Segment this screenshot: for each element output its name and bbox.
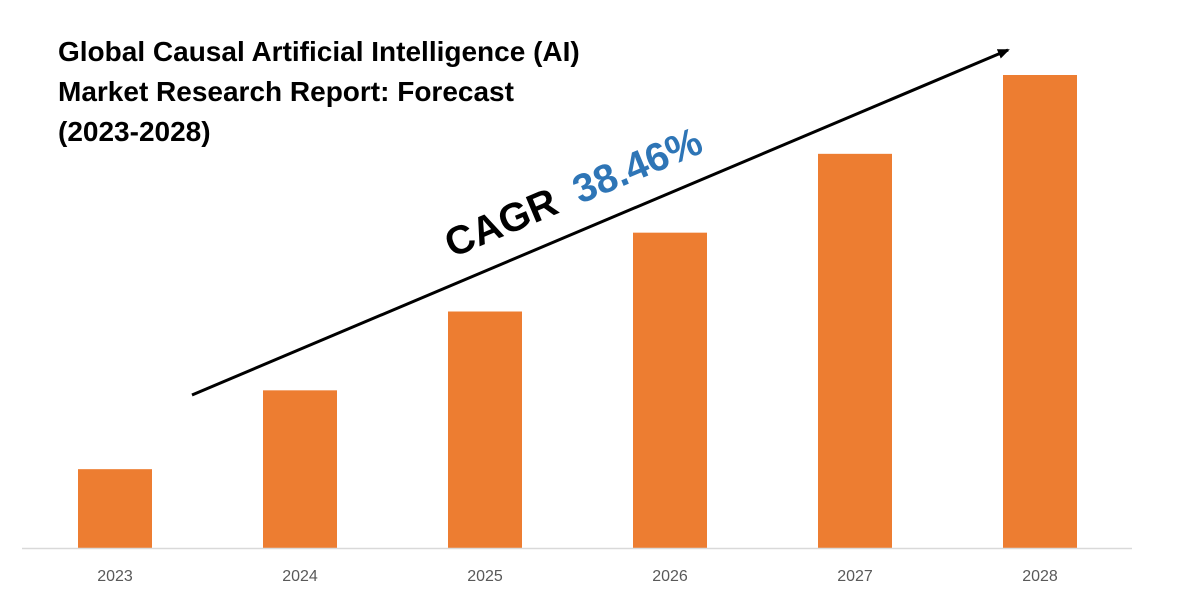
chart-title-line-1: Global Causal Artificial Intelligence (A…: [58, 36, 580, 67]
bar-2023: [78, 469, 152, 548]
x-tick-label-2026: 2026: [652, 568, 688, 585]
chart-title-line-2: Market Research Report: Forecast: [58, 76, 514, 107]
chart-title: Global Causal Artificial Intelligence (A…: [58, 36, 588, 147]
chart-title-line-3: (2023-2028): [58, 116, 211, 147]
bar-2024: [263, 390, 337, 548]
x-tick-label-2027: 2027: [837, 568, 873, 585]
x-tick-label-2028: 2028: [1022, 568, 1058, 585]
cagr-prefix: CAGR: [438, 180, 564, 266]
x-tick-label-2025: 2025: [467, 568, 503, 585]
trend-arrow: [191, 48, 1010, 397]
bar-2025: [448, 311, 522, 548]
bars-group: [78, 75, 1077, 549]
x-tick-label-2023: 2023: [97, 568, 133, 585]
x-tick-label-2024: 2024: [282, 568, 318, 585]
cagr-value: 38.46%: [566, 119, 708, 212]
bar-2026: [633, 232, 707, 548]
x-tick-labels: 2023 2024 2025 2026 2027 2028: [97, 568, 1058, 585]
bar-2027: [818, 153, 892, 549]
bar-2028: [1003, 75, 1077, 548]
